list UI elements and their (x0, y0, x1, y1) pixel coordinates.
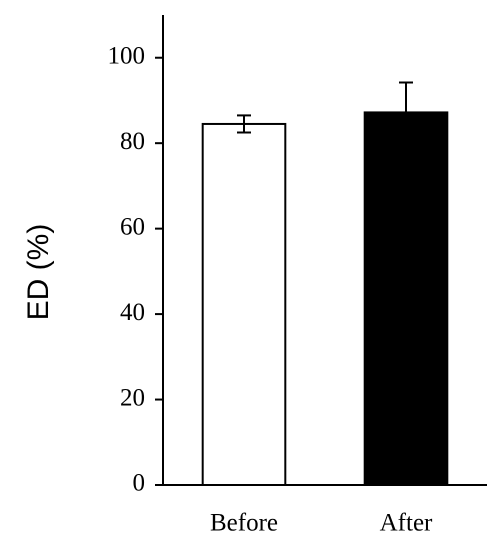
x-tick-label: Before (210, 510, 278, 537)
y-tick-label: 20 (120, 384, 145, 411)
y-tick-label: 40 (120, 299, 145, 326)
y-tick-label: 0 (133, 470, 146, 497)
x-tick-label: After (380, 510, 433, 537)
y-tick-label: 60 (120, 213, 145, 240)
bar (201, 122, 287, 486)
y-tick-label: 100 (108, 42, 146, 69)
y-tick-label: 80 (120, 128, 145, 155)
y-axis-label: ED (%) (22, 224, 55, 321)
bar (363, 111, 449, 486)
